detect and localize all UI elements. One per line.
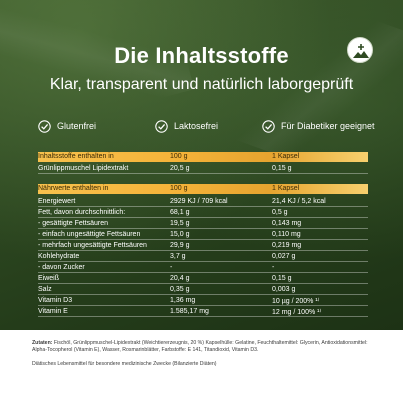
row-label: Kohlehydrate: [38, 253, 80, 260]
mountain-cross-icon: [353, 44, 369, 58]
row-value-100g: -: [170, 264, 173, 271]
row-value-kapsel: -: [272, 264, 275, 271]
row-value-100g: 1.585,17 mg: [170, 308, 209, 315]
row-value-100g: 19,5 g: [170, 220, 190, 227]
row-value-kapsel: 0,15 g: [272, 165, 292, 172]
feature-list: Glutenfrei Laktosefrei Für Diabetiker ge…: [0, 118, 403, 134]
row-label: Eiweiß: [38, 275, 60, 282]
table-row: - einfach ungesättigte Fettsäuren 15,0 g…: [38, 229, 368, 240]
feature-label: Glutenfrei: [57, 121, 97, 131]
hero-background: [0, 0, 403, 330]
table2-header-col2: 100 g: [170, 185, 188, 192]
diet-note: Diätisches Lebensmittel für besondere me…: [32, 361, 217, 367]
check-icon: [155, 119, 168, 133]
check-icon: [262, 119, 275, 133]
row-value-100g: 20,4 g: [170, 275, 190, 282]
row-value-100g: 1,36 mg: [170, 297, 196, 304]
table2-header: Nährwerte enthalten in 100 g 1 Kapsel: [38, 184, 368, 194]
ingredients-text: Zutaten: Fischöl, Grünlippmuschel-Lipide…: [32, 340, 377, 354]
row-label: Fett, davon durchschnittlich:: [38, 209, 126, 216]
table1-header-col2: 100 g: [170, 153, 188, 160]
check-icon: [38, 119, 51, 133]
table1-header-col3: 1 Kapsel: [272, 153, 300, 160]
row-label: Vitamin E: [38, 308, 68, 315]
row-value-100g: 20,5 g: [170, 165, 190, 172]
table-row: Fett, davon durchschnittlich: 68,1 g 0,5…: [38, 207, 368, 218]
row-value-kapsel: 12 mg / 100% ¹⁾: [272, 309, 322, 316]
row-label: Salz: [38, 286, 52, 293]
row-value-100g: 3,7 g: [170, 253, 186, 260]
row-value-100g: 2929 KJ / 709 kcal: [170, 198, 228, 205]
row-value-100g: 0,35 g: [170, 286, 190, 293]
table1-header: Inhaltsstoffe enthalten in 100 g 1 Kapse…: [38, 152, 368, 162]
feature-label: Laktosefrei: [174, 121, 219, 131]
row-label: - gesättigte Fettsäuren: [38, 220, 109, 227]
ingredients-body: Fischöl, Grünlippmuschel-Lipidextrakt (W…: [32, 340, 368, 353]
table-row: - gesättigte Fettsäuren 19,5 g 0,143 mg: [38, 218, 368, 229]
table-row: Vitamin D3 1,36 mg 10 µg / 200% ¹⁾: [38, 295, 368, 306]
row-label: Energiewert: [38, 198, 76, 205]
table1-header-col1: Inhaltsstoffe enthalten in: [38, 153, 114, 160]
brand-badge: [347, 37, 373, 63]
row-label: - einfach ungesättigte Fettsäuren: [38, 231, 141, 238]
table2-header-col3: 1 Kapsel: [272, 185, 300, 192]
table2-header-col1: Nährwerte enthalten in: [38, 185, 109, 192]
row-value-100g: 68,1 g: [170, 209, 190, 216]
row-value-100g: 29,9 g: [170, 242, 190, 249]
feature-glutenfrei: Glutenfrei: [38, 118, 96, 134]
row-label: Vitamin D3: [38, 297, 73, 304]
feature-label: Für Diabetiker geeignet: [281, 121, 375, 131]
row-value-kapsel: 0,5 g: [272, 209, 288, 216]
table-row: Eiweiß 20,4 g 0,15 g: [38, 273, 368, 284]
table-row: Salz 0,35 g 0,003 g: [38, 284, 368, 295]
table-row: Energiewert 2929 KJ / 709 kcal 21,4 KJ /…: [38, 196, 368, 207]
table-row: Vitamin E 1.585,17 mg 12 mg / 100% ¹⁾: [38, 306, 368, 317]
feature-diabetiker: Für Diabetiker geeignet: [262, 118, 375, 134]
table-row: Kohlehydrate 3,7 g 0,027 g: [38, 251, 368, 262]
row-value-kapsel: 21,4 KJ / 5,2 kcal: [272, 198, 326, 205]
row-value-kapsel: 0,15 g: [272, 275, 292, 282]
page-title: Die Inhaltsstoffe: [114, 43, 289, 68]
row-label: - davon Zucker: [38, 264, 85, 271]
table-row: Grünlippmuschel Lipidextrakt 20,5 g 0,15…: [38, 163, 368, 174]
row-value-kapsel: 0,143 mg: [272, 220, 302, 227]
row-value-kapsel: 10 µg / 200% ¹⁾: [272, 298, 320, 305]
row-value-kapsel: 0,110 mg: [272, 231, 301, 238]
page-subtitle: Klar, transparent und natürlich laborgep…: [49, 76, 354, 93]
ingredients-label: Zutaten:: [32, 340, 53, 346]
table-row: - davon Zucker - -: [38, 262, 368, 273]
row-label: Grünlippmuschel Lipidextrakt: [38, 165, 129, 172]
row-label: - mehrfach ungesättigte Fettsäuren: [38, 242, 147, 249]
row-value-100g: 15,0 g: [170, 231, 190, 238]
feature-laktosefrei: Laktosefrei: [155, 118, 218, 134]
row-value-kapsel: 0,027 g: [272, 253, 296, 260]
table-row: - mehrfach ungesättigte Fettsäuren 29,9 …: [38, 240, 368, 251]
row-value-kapsel: 0,003 g: [272, 286, 296, 293]
row-value-kapsel: 0,219 mg: [272, 242, 302, 249]
